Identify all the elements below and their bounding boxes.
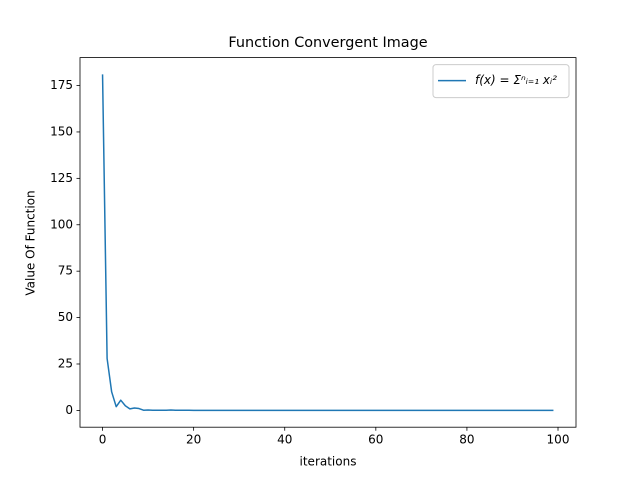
x-tick-label: 80 <box>459 433 474 447</box>
x-tick-label: 100 <box>547 433 570 447</box>
y-tick-label: 100 <box>50 217 73 231</box>
y-tick-label: 75 <box>58 264 73 278</box>
chart-title: Function Convergent Image <box>228 35 427 51</box>
y-tick-label: 150 <box>50 124 73 138</box>
axes-frame <box>79 57 577 428</box>
legend-label: f(x) = Σⁿᵢ₌₁ xᵢ² <box>475 73 557 87</box>
y-tick-label: 50 <box>58 310 73 324</box>
y-axis-label: Value Of Function <box>24 190 38 295</box>
x-axis-label: iterations <box>300 455 357 469</box>
x-tick-label: 60 <box>368 433 383 447</box>
y-tick-label: 125 <box>50 171 73 185</box>
y-tick-label: 175 <box>50 78 73 92</box>
line <box>101 74 554 412</box>
y-tick-label: 0 <box>65 403 73 417</box>
legend-box <box>432 64 570 99</box>
x-tick-label: 20 <box>186 433 201 447</box>
y-tick-label: 25 <box>58 356 73 370</box>
x-tick-label: 40 <box>277 433 292 447</box>
x-tick-label: 0 <box>99 433 107 447</box>
